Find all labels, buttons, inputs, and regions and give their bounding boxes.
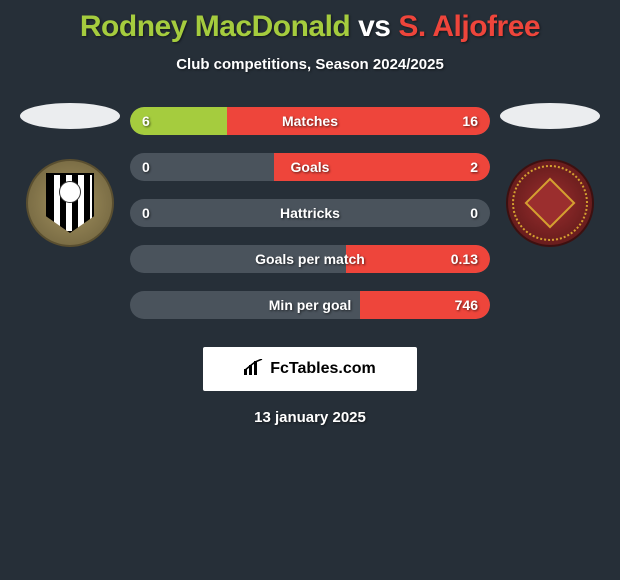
subtitle: Club competitions, Season 2024/2025 [176, 56, 444, 73]
stat-row: 02Goals [130, 153, 490, 181]
stat-label: Min per goal [130, 297, 490, 313]
title: Rodney MacDonald vs S. Aljofree [80, 10, 540, 44]
right-oval [500, 103, 600, 129]
vs-text: vs [358, 10, 390, 43]
main-area: 616Matches 02Goals 00Hattricks 0.13Goals pe… [0, 103, 620, 319]
player2-name: S. Aljofree [398, 10, 540, 43]
left-side [10, 103, 130, 247]
stats-column: 616Matches 02Goals 00Hattricks 0.13Goals pe… [130, 103, 490, 319]
logo-text: FcTables.com [270, 360, 376, 378]
stat-row: 00Hattricks [130, 199, 490, 227]
date-text: 13 january 2025 [254, 409, 366, 426]
stat-row: 616Matches [130, 107, 490, 135]
stat-label: Goals per match [130, 251, 490, 267]
left-badge-ball [59, 181, 81, 203]
chart-icon [244, 359, 264, 380]
stat-label: Hattricks [130, 205, 490, 221]
left-club-badge [26, 159, 114, 247]
stat-label: Goals [130, 159, 490, 175]
comparison-card: Rodney MacDonald vs S. Aljofree Club com… [0, 0, 620, 436]
fctables-logo: FcTables.com [203, 347, 417, 391]
player1-name: Rodney MacDonald [80, 10, 350, 43]
stat-row: 0.13Goals per match [130, 245, 490, 273]
stat-label: Matches [130, 113, 490, 129]
stat-row: 746Min per goal [130, 291, 490, 319]
right-side [490, 103, 610, 247]
right-club-badge [506, 159, 594, 247]
left-oval [20, 103, 120, 129]
